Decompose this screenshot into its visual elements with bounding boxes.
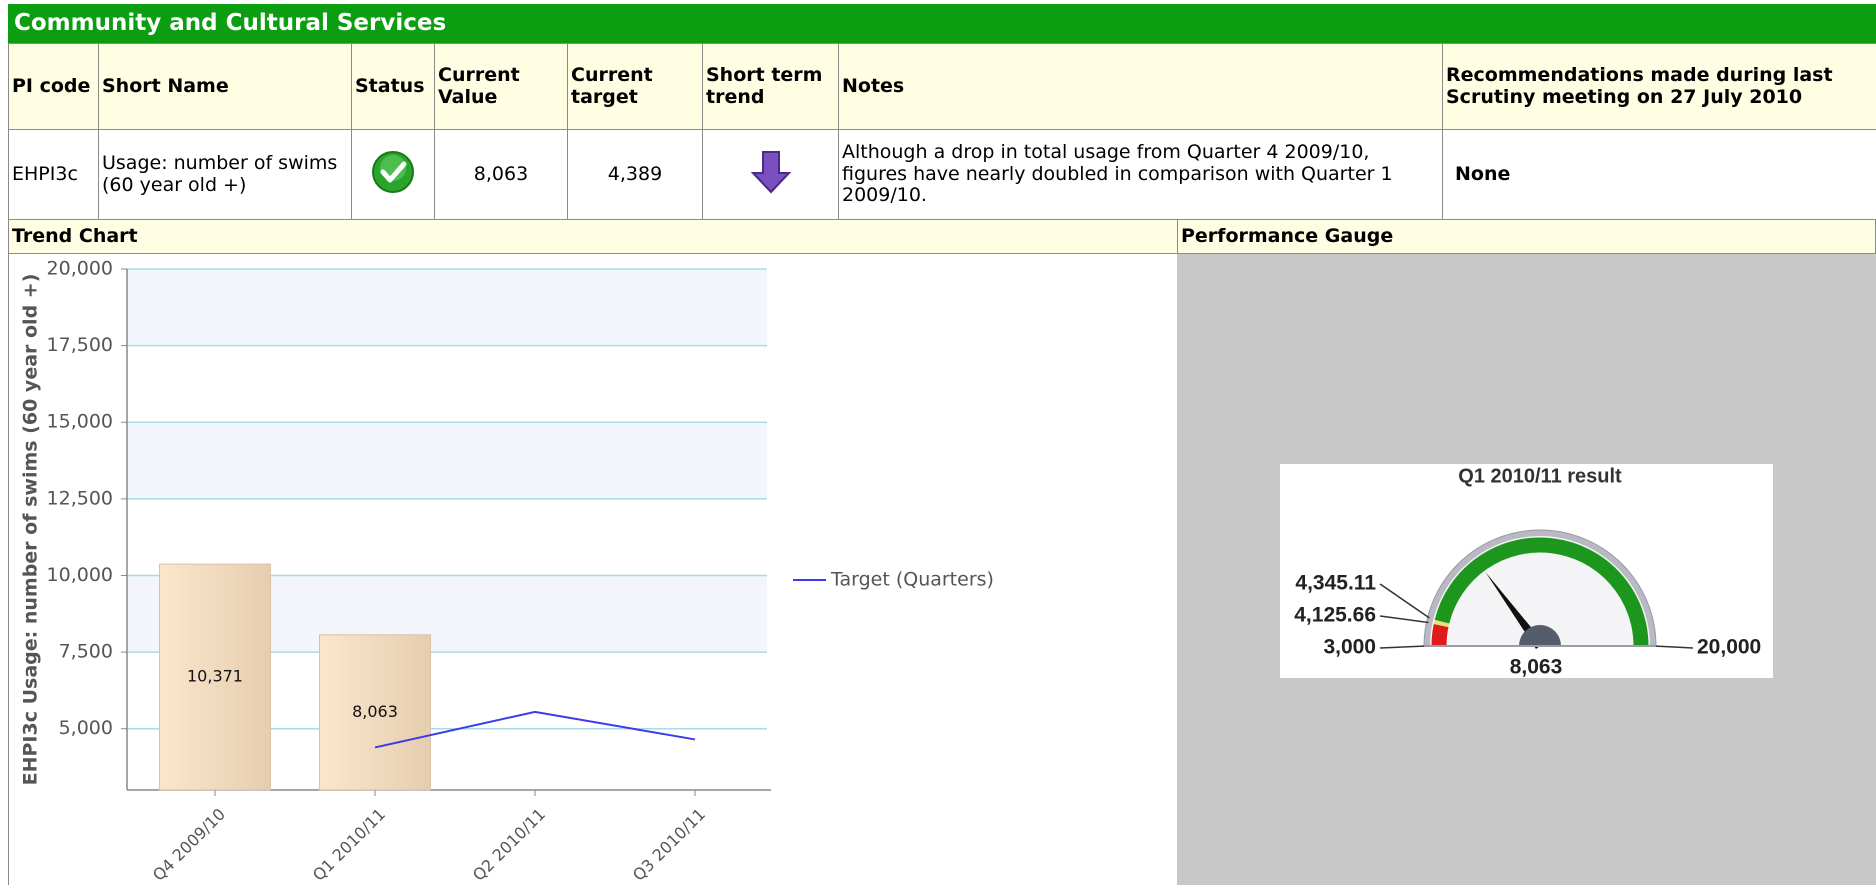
status-icon — [372, 150, 414, 193]
x-tick-label: Q2 2010/11 — [469, 805, 549, 885]
gauge-tick-label: 20,000 — [1697, 636, 1761, 659]
y-axis-title: EHPI3c Usage: number of swims (60 year o… — [20, 274, 42, 786]
gauge-band — [1431, 623, 1449, 647]
y-tick-label: 12,500 — [47, 487, 113, 509]
y-tick-label: 20,000 — [47, 258, 113, 280]
notes: Although a drop in total usage from Quar… — [838, 129, 1443, 220]
plot-band — [127, 269, 767, 346]
gauge-leader — [1379, 615, 1429, 624]
column-header: Status — [351, 43, 435, 130]
gauge-tick-label: 4,125.66 — [1294, 604, 1376, 627]
y-tick-label: 10,000 — [47, 564, 113, 586]
column-header: Current target — [567, 43, 703, 130]
y-tick-label: 17,500 — [47, 334, 113, 356]
header-row: PI code Short Name Status Current Value … — [8, 43, 1876, 130]
performance-gauge: Q1 2010/11 result 3,000 4,125.66 4,345.11 20… — [1177, 254, 1876, 885]
y-tick-label: 7,500 — [59, 641, 113, 663]
current-target: 4,389 — [567, 129, 703, 220]
gauge-tick-label: 3,000 — [1323, 636, 1376, 659]
column-header: Recommendations made during last Scrutin… — [1442, 43, 1876, 130]
gauge-title: Q1 2010/11 result — [1458, 465, 1622, 487]
trend-arrow-icon — [750, 150, 791, 194]
column-header: Short term trend — [702, 43, 839, 130]
legend-label: Target (Quarters) — [830, 569, 994, 591]
section-header: Trend Chart — [8, 219, 1178, 254]
page-title: Community and Cultural Services — [8, 4, 1876, 43]
bar — [159, 563, 271, 791]
x-tick-label: Q1 2010/11 — [309, 805, 389, 885]
column-header: PI code — [8, 43, 99, 130]
y-tick-label: 15,000 — [47, 411, 113, 433]
column-header: Notes — [838, 43, 1443, 130]
line-series — [374, 710, 696, 749]
data-label: 10,371 — [187, 667, 243, 686]
pi-code: EHPI3c — [8, 129, 99, 220]
gauge-tick-label: 4,345.11 — [1295, 572, 1376, 595]
section-header: Performance Gauge — [1177, 219, 1876, 254]
gauge-leader — [1653, 645, 1694, 649]
x-tick-label: Q3 2010/11 — [629, 805, 709, 885]
bar — [319, 634, 431, 791]
x-tick-label: Q4 2009/10 — [149, 805, 229, 885]
data-label: 8,063 — [352, 702, 398, 721]
recommendations: None — [1442, 129, 1876, 220]
trend-chart: 5,000 7,500 10,000 12,500 15,000 17,500 20,000… — [8, 254, 994, 885]
plot-band — [127, 422, 767, 499]
gauge-leader — [1379, 645, 1427, 649]
pi-table: PI code Short Name Status Current Value … — [8, 43, 1876, 220]
short-name: Usage: number of swims (60 year old +) — [98, 129, 352, 220]
y-tick-label: 5,000 — [59, 717, 113, 739]
column-header: Current Value — [434, 43, 568, 130]
gauge-value-label: 8,063 — [1510, 656, 1563, 679]
gauge-hub — [1519, 625, 1561, 646]
status-cell — [351, 129, 435, 220]
current-value: 8,063 — [434, 129, 568, 220]
trend-cell — [702, 129, 839, 220]
data-row: EHPI3c Usage: number of swims (60 year o… — [8, 129, 1876, 220]
gauge-leader — [1379, 583, 1430, 619]
column-header: Short Name — [98, 43, 352, 130]
